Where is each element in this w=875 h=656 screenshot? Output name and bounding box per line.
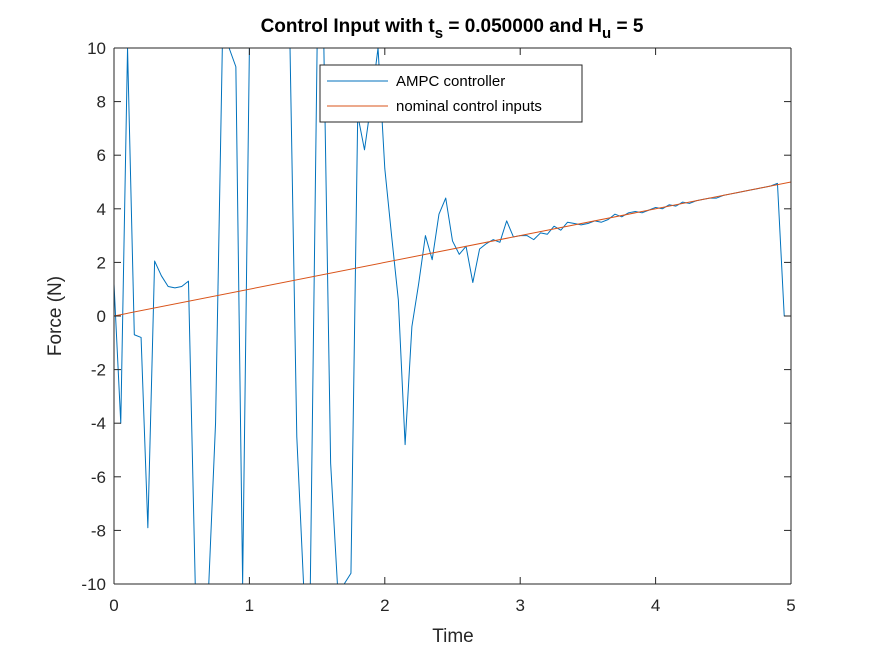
y-tick-label: -10 [81,575,106,594]
title-subscript-s: s [435,25,443,42]
x-tick-label: 5 [786,596,795,615]
x-axis-label: Time [432,626,474,647]
legend: AMPC controller nominal control inputs [319,64,583,123]
legend-label-ampc: AMPC controller [396,73,505,90]
legend-box [319,64,583,123]
y-tick-label: 6 [97,146,106,165]
legend-label-nominal: nominal control inputs [396,98,542,115]
plot-area [114,48,791,584]
title-main: Control Input with t [261,16,436,37]
y-tick-label: 10 [87,39,106,58]
y-tick-label: 4 [97,200,106,219]
y-tick-label: -4 [91,414,106,433]
y-tick-label: 2 [97,253,106,272]
y-tick-label: 8 [97,93,106,112]
x-tick-label: 4 [651,596,660,615]
title-end: = 5 [611,16,644,37]
x-tick-label: 3 [515,596,524,615]
title-subscript-u: u [602,25,611,42]
x-tick-label: 1 [245,596,254,615]
series-layer [114,48,791,584]
y-tick-label: 0 [97,307,106,326]
y-tick-label: -6 [91,468,106,487]
series-line-nominal [114,181,791,317]
x-tick-label: 0 [109,596,118,615]
y-axis-label: Force (N) [45,276,66,356]
title-middle: = 0.050000 and H [443,16,602,37]
ticks-layer: 0 1 2 3 4 5 -10 -8 -6 -4 -2 0 2 4 6 8 10 [81,39,795,615]
chart-title: Control Input with ts = 0.050000 and Hu … [261,16,644,42]
y-tick-label: -2 [91,361,106,380]
y-tick-label: -8 [91,521,106,540]
x-tick-label: 2 [380,596,389,615]
